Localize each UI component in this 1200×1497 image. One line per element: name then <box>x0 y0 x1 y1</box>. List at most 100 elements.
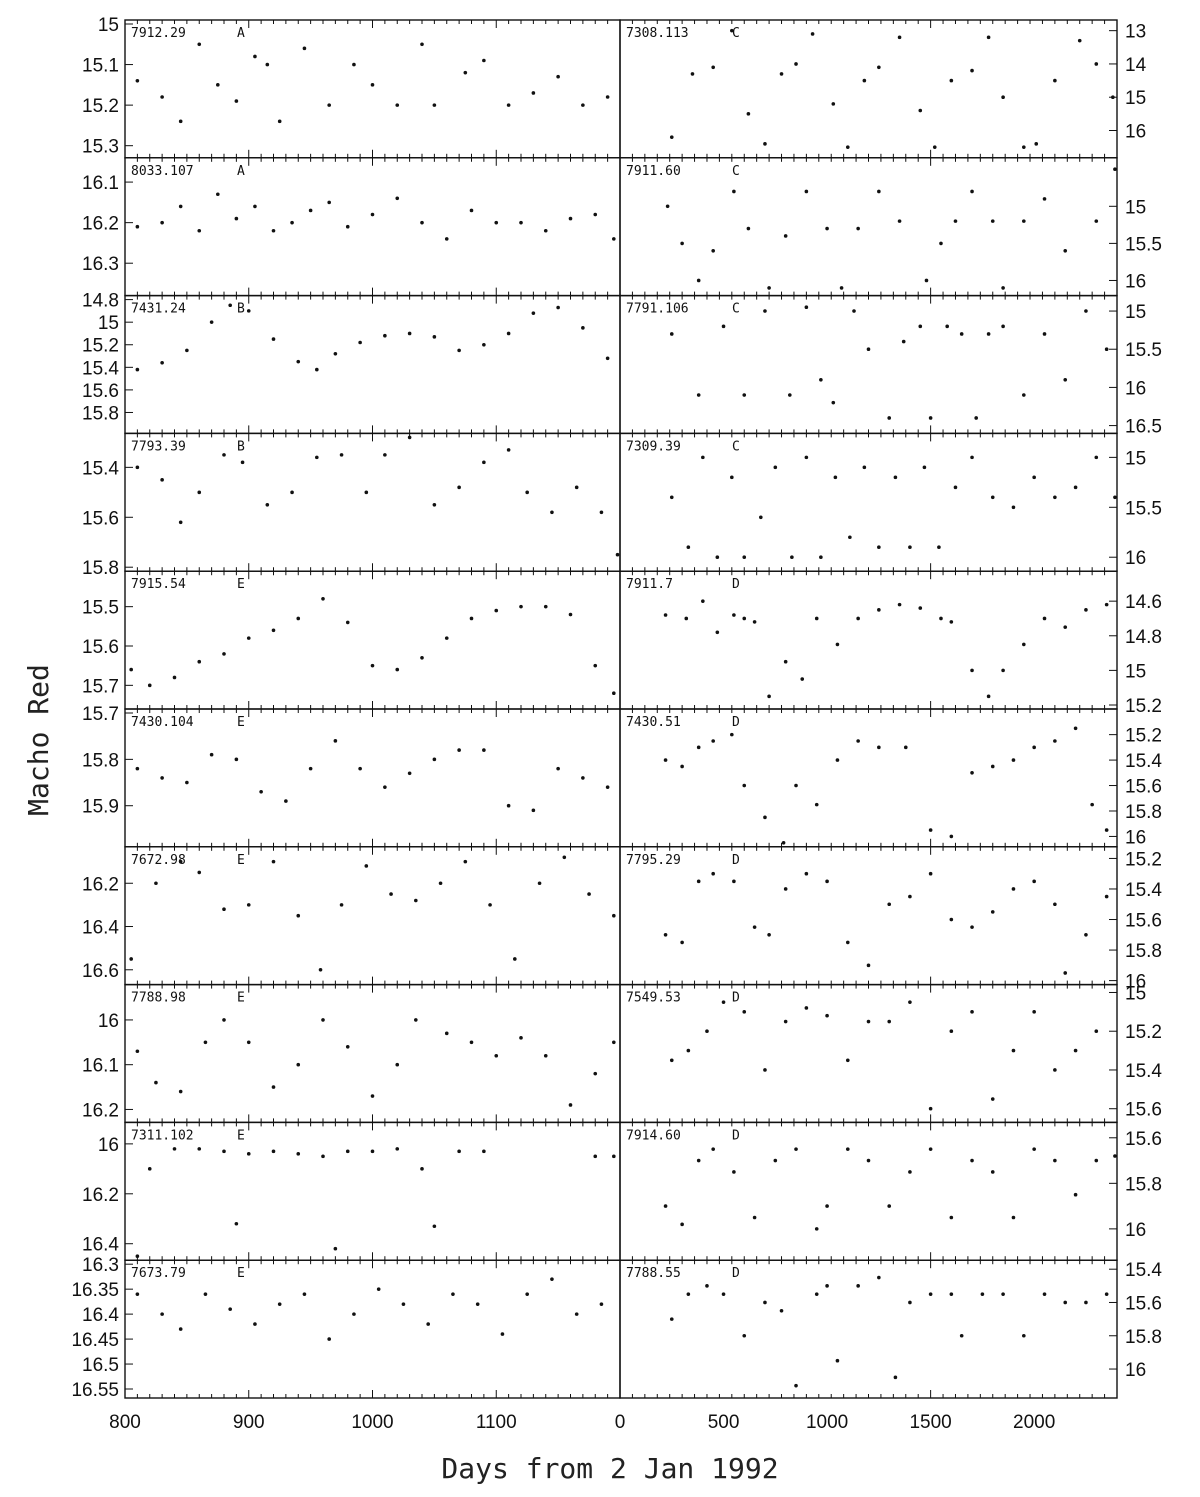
data-point <box>568 612 573 617</box>
data-point <box>246 903 251 907</box>
y-tick-label: 15 <box>98 313 119 334</box>
data-point <box>383 333 387 338</box>
data-point <box>197 1147 202 1151</box>
data-point <box>825 879 829 884</box>
data-point <box>147 683 152 688</box>
y-tick-label: 15.8 <box>82 750 119 771</box>
data-point <box>746 112 751 116</box>
y-tick-label: 16 <box>1125 972 1146 993</box>
x-tick-label: 900 <box>233 1412 265 1433</box>
star-id-label: 8033.107 <box>131 164 194 179</box>
data-point <box>383 785 387 789</box>
data-point <box>1063 377 1068 382</box>
panel-8033.107: 16.1 16.2 16.3 8033.107 A <box>82 157 621 297</box>
data-point <box>959 1333 964 1338</box>
data-point <box>506 331 511 336</box>
data-point <box>665 204 670 209</box>
x-tick-label: 2000 <box>1013 1412 1055 1433</box>
variability-class-label: D <box>732 991 740 1006</box>
variability-class-label: E <box>237 1128 245 1143</box>
data-point <box>680 1222 684 1227</box>
data-point <box>234 1221 239 1226</box>
panel-7795.29: 15.2 15.4 15.6 15.8 16 7795.29 D <box>619 846 1162 993</box>
data-point <box>1011 505 1016 510</box>
data-point <box>370 212 375 217</box>
data-point <box>680 764 684 769</box>
y-tick-label: 16.1 <box>82 173 119 194</box>
data-point <box>877 545 881 550</box>
data-point <box>222 1018 226 1022</box>
y-tick-label: 16.3 <box>82 1255 119 1276</box>
data-point <box>862 465 867 470</box>
data-point <box>358 766 362 771</box>
data-point <box>327 200 331 205</box>
data-point <box>711 739 715 743</box>
data-point <box>986 332 991 336</box>
data-point <box>825 1204 829 1208</box>
data-point <box>669 1058 674 1063</box>
data-point <box>887 1019 892 1024</box>
data-point <box>407 331 412 336</box>
data-point <box>519 1036 523 1040</box>
data-point <box>178 859 183 864</box>
data-point <box>835 642 840 647</box>
data-point <box>401 1302 406 1306</box>
data-point <box>197 42 202 47</box>
y-tick-label: 14 <box>1125 55 1147 76</box>
star-id-label: 7430.104 <box>131 715 194 730</box>
data-point <box>980 1292 985 1296</box>
star-id-label: 7549.53 <box>626 991 681 1006</box>
data-point <box>1022 393 1026 397</box>
y-tick-label: 15.2 <box>1125 1022 1162 1043</box>
data-point <box>1113 167 1117 172</box>
data-point <box>887 416 892 420</box>
y-tick-label: 15.3 <box>82 137 119 158</box>
data-point <box>949 917 954 922</box>
y-tick-label: 16 <box>1125 1360 1146 1381</box>
data-point <box>327 1337 331 1341</box>
y-tick-label: 15.6 <box>1125 1293 1162 1314</box>
data-point <box>315 455 319 460</box>
data-point <box>856 616 860 621</box>
data-point <box>715 555 720 560</box>
data-point <box>970 68 974 73</box>
data-point <box>543 228 548 233</box>
data-point <box>318 967 323 972</box>
y-tick-label: 16 <box>1125 378 1146 399</box>
data-point <box>284 799 288 803</box>
data-point <box>669 1317 674 1321</box>
data-point <box>701 599 705 603</box>
data-point <box>715 630 720 635</box>
data-point <box>593 212 598 217</box>
data-point <box>271 628 276 633</box>
data-point <box>781 841 786 845</box>
data-point <box>794 1383 798 1388</box>
data-point <box>550 510 554 515</box>
data-point <box>277 1302 282 1306</box>
data-point <box>605 356 610 361</box>
y-tick-label: 15.4 <box>1125 1260 1162 1281</box>
data-point <box>605 95 610 99</box>
data-point <box>1094 1158 1099 1163</box>
data-point <box>321 597 325 601</box>
y-tick-label: 16.4 <box>82 1305 119 1326</box>
data-point <box>1063 249 1068 253</box>
star-id-label: 7788.98 <box>131 991 186 1006</box>
y-tick-label: 15.7 <box>82 704 119 725</box>
data-point <box>680 241 684 246</box>
x-tick-label: 1000 <box>351 1412 393 1433</box>
data-point <box>160 478 164 482</box>
data-point <box>457 748 461 752</box>
variability-class-label: D <box>732 577 740 592</box>
data-point <box>986 35 991 40</box>
data-point <box>246 309 251 313</box>
panel-frame <box>619 294 1118 435</box>
star-id-label: 7672.98 <box>131 853 186 868</box>
data-point <box>684 616 689 621</box>
data-point <box>615 552 620 557</box>
star-id-label: 7430.51 <box>626 715 681 730</box>
data-point <box>690 72 695 76</box>
data-point <box>819 555 823 560</box>
panel-7915.54: 15.5 15.6 15.7 7915.54 E <box>82 570 621 710</box>
